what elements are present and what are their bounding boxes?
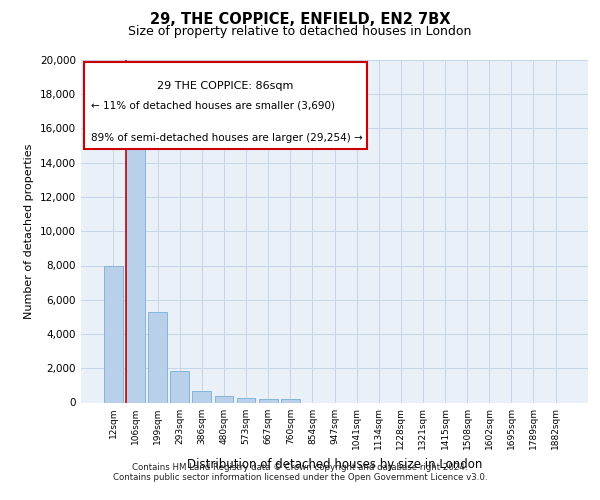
Bar [281, 399, 299, 402]
Y-axis label: Number of detached properties: Number of detached properties [25, 144, 34, 319]
Text: 29, THE COPPICE, ENFIELD, EN2 7BX: 29, THE COPPICE, ENFIELD, EN2 7BX [150, 12, 450, 28]
Bar [193, 390, 211, 402]
Bar [259, 398, 278, 402]
Text: ← 11% of detached houses are smaller (3,690): ← 11% of detached houses are smaller (3,… [91, 100, 335, 110]
FancyBboxPatch shape [83, 62, 367, 149]
Bar [236, 398, 256, 402]
Text: 29 THE COPPICE: 86sqm: 29 THE COPPICE: 86sqm [157, 80, 293, 90]
Bar [104, 266, 123, 402]
Bar [148, 312, 167, 402]
Text: Contains public sector information licensed under the Open Government Licence v3: Contains public sector information licen… [113, 474, 487, 482]
Bar [170, 371, 189, 402]
Bar [126, 120, 145, 403]
Text: 89% of semi-detached houses are larger (29,254) →: 89% of semi-detached houses are larger (… [91, 132, 363, 142]
Text: Size of property relative to detached houses in London: Size of property relative to detached ho… [128, 25, 472, 38]
X-axis label: Distribution of detached houses by size in London: Distribution of detached houses by size … [187, 458, 482, 471]
Text: Contains HM Land Registry data © Crown copyright and database right 2024.: Contains HM Land Registry data © Crown c… [132, 464, 468, 472]
Bar [215, 396, 233, 402]
